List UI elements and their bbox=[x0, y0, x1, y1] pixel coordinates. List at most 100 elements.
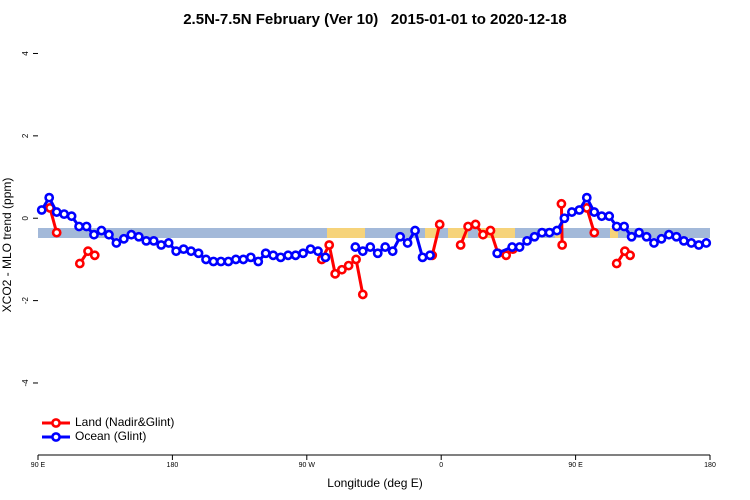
data-point bbox=[111, 238, 122, 248]
data-point bbox=[559, 213, 570, 224]
data-point bbox=[298, 248, 308, 259]
data-point bbox=[574, 205, 585, 215]
data-point bbox=[380, 242, 391, 252]
data-point bbox=[59, 209, 70, 220]
data-point bbox=[238, 254, 249, 265]
data-point bbox=[216, 256, 226, 267]
data-point bbox=[507, 242, 518, 252]
y-axis-label: XCO2 - MLO trend (ppm) bbox=[0, 178, 14, 313]
data-point bbox=[118, 233, 129, 244]
legend-label: Land (Nadir&Glint) bbox=[75, 415, 174, 429]
data-point bbox=[425, 250, 435, 261]
data-point bbox=[223, 256, 234, 267]
data-point bbox=[156, 240, 167, 250]
data-point bbox=[589, 207, 600, 217]
data-point bbox=[478, 229, 488, 240]
y-tick-label: 4 bbox=[21, 51, 30, 56]
data-point bbox=[686, 238, 697, 248]
series bbox=[36, 192, 712, 267]
data-point bbox=[290, 250, 301, 261]
data-point bbox=[351, 254, 361, 265]
data-point bbox=[544, 227, 555, 238]
data-point bbox=[171, 246, 182, 257]
data-point bbox=[83, 246, 93, 257]
data-point bbox=[463, 221, 473, 232]
data-point bbox=[557, 240, 568, 250]
land-band bbox=[327, 228, 365, 238]
data-point bbox=[611, 258, 622, 269]
legend: Land (Nadir&Glint)Ocean (Glint) bbox=[42, 415, 174, 443]
data-point bbox=[552, 225, 562, 236]
data-point bbox=[417, 252, 428, 263]
data-point bbox=[492, 248, 503, 259]
data-point bbox=[330, 268, 341, 279]
data-point bbox=[387, 246, 398, 257]
data-point bbox=[66, 211, 77, 222]
legend-marker bbox=[51, 418, 61, 428]
legend-marker bbox=[51, 432, 61, 442]
data-point bbox=[89, 250, 100, 261]
chart-title: 2.5N-7.5N February (Ver 10) 2015-01-01 t… bbox=[183, 11, 567, 28]
data-point bbox=[649, 238, 659, 248]
data-point bbox=[693, 240, 704, 250]
data-point bbox=[96, 225, 107, 236]
data-point bbox=[320, 252, 331, 263]
data-point bbox=[104, 229, 114, 240]
data-point bbox=[664, 229, 674, 240]
data-point bbox=[625, 250, 636, 261]
land-band bbox=[448, 228, 468, 238]
data-point bbox=[619, 221, 630, 232]
data-point bbox=[208, 256, 219, 267]
data-point bbox=[74, 258, 85, 269]
data-point bbox=[343, 260, 354, 271]
series bbox=[45, 198, 636, 300]
data-point bbox=[253, 256, 264, 267]
y-tick-label: -2 bbox=[21, 297, 30, 305]
land-band bbox=[478, 228, 515, 238]
x-tick-label: 0 bbox=[439, 462, 443, 469]
data-point bbox=[89, 229, 99, 240]
land-band bbox=[425, 228, 437, 238]
data-point bbox=[596, 211, 607, 222]
y-tick-label: 2 bbox=[21, 133, 30, 138]
data-point bbox=[305, 244, 316, 255]
data-point bbox=[626, 231, 637, 242]
data-point bbox=[604, 211, 615, 222]
x-tick-label: 90 W bbox=[299, 462, 316, 469]
data-point bbox=[230, 254, 241, 265]
ocean-band bbox=[38, 228, 710, 238]
data-point bbox=[268, 250, 279, 261]
data-point bbox=[178, 244, 189, 255]
data-point bbox=[313, 246, 323, 257]
data-point bbox=[634, 227, 644, 238]
x-tick-label: 180 bbox=[167, 462, 179, 469]
data-point bbox=[324, 240, 335, 250]
series-line bbox=[48, 203, 632, 295]
x-tick-label: 180 bbox=[704, 462, 716, 469]
data-point bbox=[365, 242, 376, 252]
data-point bbox=[641, 231, 652, 242]
data-point bbox=[275, 252, 286, 263]
land-band bbox=[610, 228, 618, 238]
data-point bbox=[522, 235, 532, 246]
data-point bbox=[81, 221, 92, 232]
data-point bbox=[611, 221, 622, 232]
data-point bbox=[186, 246, 196, 257]
data-point bbox=[455, 240, 466, 250]
legend-label: Ocean (Glint) bbox=[75, 429, 146, 443]
data-point bbox=[434, 219, 445, 230]
data-point bbox=[581, 192, 592, 203]
data-point bbox=[74, 221, 84, 232]
data-point bbox=[51, 207, 62, 217]
data-point bbox=[566, 207, 577, 217]
data-point bbox=[470, 219, 481, 230]
data-point bbox=[678, 235, 689, 246]
data-point bbox=[36, 205, 47, 215]
data-point bbox=[283, 250, 294, 261]
data-point bbox=[51, 227, 62, 238]
data-point bbox=[357, 246, 368, 257]
data-point bbox=[410, 225, 420, 236]
data-point bbox=[260, 248, 271, 259]
data-point bbox=[245, 252, 256, 263]
